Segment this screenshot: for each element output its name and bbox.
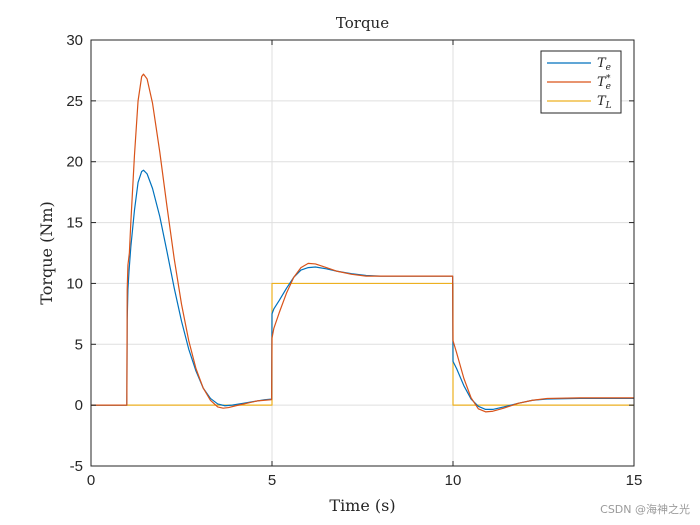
series-layer <box>91 73 634 413</box>
y-tick-label: 0 <box>75 397 83 414</box>
x-tick-label: 0 <box>87 472 95 489</box>
y-tick-label: -5 <box>70 458 83 475</box>
watermark: CSDN @海神之光 <box>600 503 690 516</box>
x-tick-label: 15 <box>626 472 643 489</box>
series-line-1 <box>91 73 634 413</box>
y-tick-label: 25 <box>66 93 83 110</box>
y-tick-label: 15 <box>66 215 83 232</box>
x-axis-label: Time (s) <box>329 496 395 515</box>
y-tick-label: 30 <box>66 32 83 49</box>
y-tick-label: 5 <box>75 336 83 353</box>
legend-label: Te* <box>597 74 611 92</box>
series-line-2 <box>91 282 634 406</box>
chart-title: Torque <box>336 14 389 32</box>
series-line-0 <box>91 169 634 410</box>
axes-box <box>90 39 635 467</box>
y-axis-label: Torque (Nm) <box>37 201 56 304</box>
legend-label: TL <box>597 94 612 111</box>
x-tick-label: 5 <box>268 472 276 489</box>
x-tick-label: 10 <box>445 472 462 489</box>
legend-label: Te <box>597 56 611 73</box>
y-tick-label: 20 <box>66 154 83 171</box>
y-tick-label: 10 <box>66 275 83 292</box>
